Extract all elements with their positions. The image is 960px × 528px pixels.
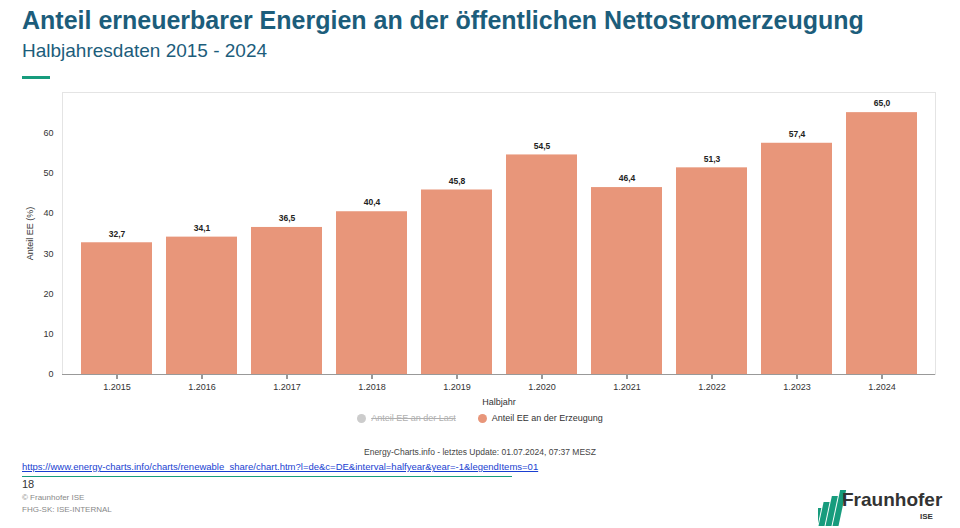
html-text:https://www.energy-charts.info: https://www.energy-charts.info/charts/re… [22, 461, 539, 472]
svg-text:1.2020: 1.2020 [528, 382, 556, 392]
svg-text:34,1: 34,1 [194, 223, 211, 233]
svg-text:36,5: 36,5 [279, 213, 296, 223]
svg-text:10: 10 [43, 329, 53, 339]
svg-text:45,8: 45,8 [449, 176, 466, 186]
html-text:Fraunhofer: Fraunhofer [842, 489, 943, 510]
svg-text:1.2016: 1.2016 [188, 382, 216, 392]
svg-text:40: 40 [43, 208, 53, 218]
svg-text:32,7: 32,7 [109, 228, 126, 238]
svg-text:51,3: 51,3 [704, 154, 721, 164]
svg-text:Halbjahr: Halbjahr [482, 397, 516, 407]
svg-text:60: 60 [43, 128, 53, 138]
svg-text:65,0: 65,0 [874, 98, 891, 108]
svg-text:1.2019: 1.2019 [443, 382, 471, 392]
html-text:18: 18 [22, 478, 35, 490]
svg-text:40,4: 40,4 [364, 197, 381, 207]
svg-text:1.2015: 1.2015 [103, 382, 131, 392]
svg-text:1.2022: 1.2022 [698, 382, 726, 392]
svg-text:1.2023: 1.2023 [783, 382, 811, 392]
svg-text:54,5: 54,5 [534, 141, 551, 151]
svg-text:0: 0 [48, 369, 53, 379]
html-text:Halbjahresdaten 2015 - 2024: Halbjahresdaten 2015 - 2024 [22, 40, 268, 61]
html-text:Energy-Charts.info - letztes U: Energy-Charts.info - letztes Update: 01.… [364, 447, 596, 457]
svg-text:1.2024: 1.2024 [868, 382, 896, 392]
svg-text:50: 50 [43, 168, 53, 178]
html-text:FHG-SK: ISE-INTERNAL: FHG-SK: ISE-INTERNAL [22, 505, 112, 514]
html-text:Anteil erneuerbarer Energien a: Anteil erneuerbarer Energien an der öffe… [22, 6, 864, 34]
svg-text:57,4: 57,4 [789, 129, 806, 139]
svg-text:46,4: 46,4 [619, 173, 636, 183]
html-text:ISE: ISE [920, 512, 933, 521]
svg-text:1.2018: 1.2018 [358, 382, 386, 392]
svg-text:Anteil EE (%): Anteil EE (%) [25, 207, 35, 261]
svg-text:20: 20 [43, 289, 53, 299]
svg-text:1.2021: 1.2021 [613, 382, 641, 392]
html-text:Anteil EE an der Erzeugung: Anteil EE an der Erzeugung [491, 413, 603, 423]
html-text:Anteil EE an der Last: Anteil EE an der Last [371, 413, 456, 423]
svg-text:30: 30 [43, 249, 53, 259]
html-text:© Fraunhofer ISE: © Fraunhofer ISE [22, 493, 85, 502]
svg-text:1.2017: 1.2017 [273, 382, 301, 392]
